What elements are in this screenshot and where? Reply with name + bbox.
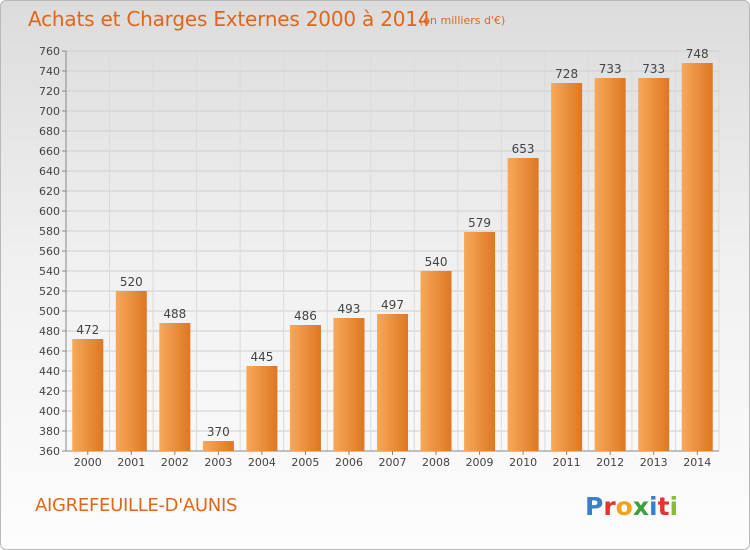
- x-tick-label-2007: 2007: [379, 456, 407, 469]
- value-label-2004: 445: [250, 350, 273, 364]
- value-label-2001: 520: [120, 275, 143, 289]
- bar-2000: [72, 339, 104, 451]
- y-tick-label: 640: [39, 165, 60, 178]
- value-label-2006: 493: [338, 302, 361, 316]
- value-label-2008: 540: [425, 255, 448, 269]
- logo-letter: t: [657, 492, 670, 521]
- bar-2004: [246, 366, 278, 451]
- x-tick-label-2001: 2001: [117, 456, 145, 469]
- y-tick-label: 540: [39, 265, 60, 278]
- bar-2014: [681, 63, 713, 451]
- y-tick-label: 440: [39, 365, 60, 378]
- x-tick-label-2000: 2000: [74, 456, 102, 469]
- y-tick-label: 560: [39, 245, 60, 258]
- bar-2009: [464, 232, 496, 451]
- logo-letter: r: [603, 492, 616, 521]
- x-tick-label-2013: 2013: [640, 456, 668, 469]
- x-tick-label-2012: 2012: [596, 456, 624, 469]
- y-tick-label: 360: [39, 445, 60, 458]
- bar-2007: [377, 314, 408, 451]
- x-tick-label-2011: 2011: [553, 456, 581, 469]
- x-tick-label-2010: 2010: [509, 456, 537, 469]
- y-tick-label: 760: [39, 45, 60, 58]
- value-label-2000: 472: [76, 323, 99, 337]
- bar-2011: [551, 83, 583, 451]
- y-tick-label: 420: [39, 385, 60, 398]
- bar-2001: [115, 291, 147, 451]
- value-label-2010: 653: [512, 142, 535, 156]
- value-label-2014: 748: [686, 47, 709, 61]
- unit-note: (en milliers d'€): [419, 14, 506, 27]
- bar-2002: [159, 323, 191, 451]
- value-label-2007: 497: [381, 298, 404, 312]
- y-tick-label: 380: [39, 425, 60, 438]
- y-tick-label: 460: [39, 345, 60, 358]
- logo-letter: o: [615, 492, 633, 521]
- commune-name: AIGREFEUILLE-D'AUNIS: [35, 495, 238, 516]
- proxiti-logo[interactable]: Proxiti: [585, 492, 678, 521]
- y-tick-label: 400: [39, 405, 60, 418]
- value-label-2009: 579: [468, 216, 491, 230]
- y-tick-label: 580: [39, 225, 60, 238]
- y-tick-label: 740: [39, 65, 60, 78]
- x-tick-label-2006: 2006: [335, 456, 363, 469]
- y-tick-label: 500: [39, 305, 60, 318]
- y-tick-label: 680: [39, 125, 60, 138]
- bar-2003: [202, 441, 234, 451]
- x-tick-label-2008: 2008: [422, 456, 450, 469]
- y-tick-label: 660: [39, 145, 60, 158]
- logo-letter: i: [669, 492, 679, 521]
- value-label-2011: 728: [555, 67, 578, 81]
- y-tick-label: 520: [39, 285, 60, 298]
- bar-2012: [594, 78, 626, 451]
- bar-2008: [420, 271, 452, 451]
- bars: [72, 63, 713, 451]
- y-tick-label: 700: [39, 105, 60, 118]
- chart-title: Achats et Charges Externes 2000 à 2014: [28, 7, 431, 31]
- bar-2006: [333, 318, 365, 451]
- bar-2013: [638, 78, 670, 451]
- logo-letter: P: [585, 492, 604, 521]
- y-tick-label: 480: [39, 325, 60, 338]
- x-tick-label-2014: 2014: [683, 456, 711, 469]
- x-tick-label-2009: 2009: [466, 456, 494, 469]
- logo-letter: i: [649, 492, 658, 521]
- value-label-2012: 733: [599, 62, 622, 76]
- bar-2010: [507, 158, 539, 451]
- value-label-2003: 370: [207, 425, 230, 439]
- y-tick-label: 600: [39, 205, 60, 218]
- value-label-2002: 488: [163, 307, 186, 321]
- value-label-2013: 733: [642, 62, 665, 76]
- x-tick-label-2004: 2004: [248, 456, 276, 469]
- x-tick-label-2002: 2002: [161, 456, 189, 469]
- logo-letter: x: [632, 492, 649, 521]
- bar-2005: [289, 325, 321, 451]
- labels: 360 380 400 420 440 460 480 500 520 540 560 580 600 6…: [39, 45, 711, 469]
- y-tick-label: 620: [39, 185, 60, 198]
- y-tick-label: 720: [39, 85, 60, 98]
- x-tick-label-2003: 2003: [204, 456, 232, 469]
- value-label-2005: 486: [294, 309, 317, 323]
- x-tick-label-2005: 2005: [291, 456, 319, 469]
